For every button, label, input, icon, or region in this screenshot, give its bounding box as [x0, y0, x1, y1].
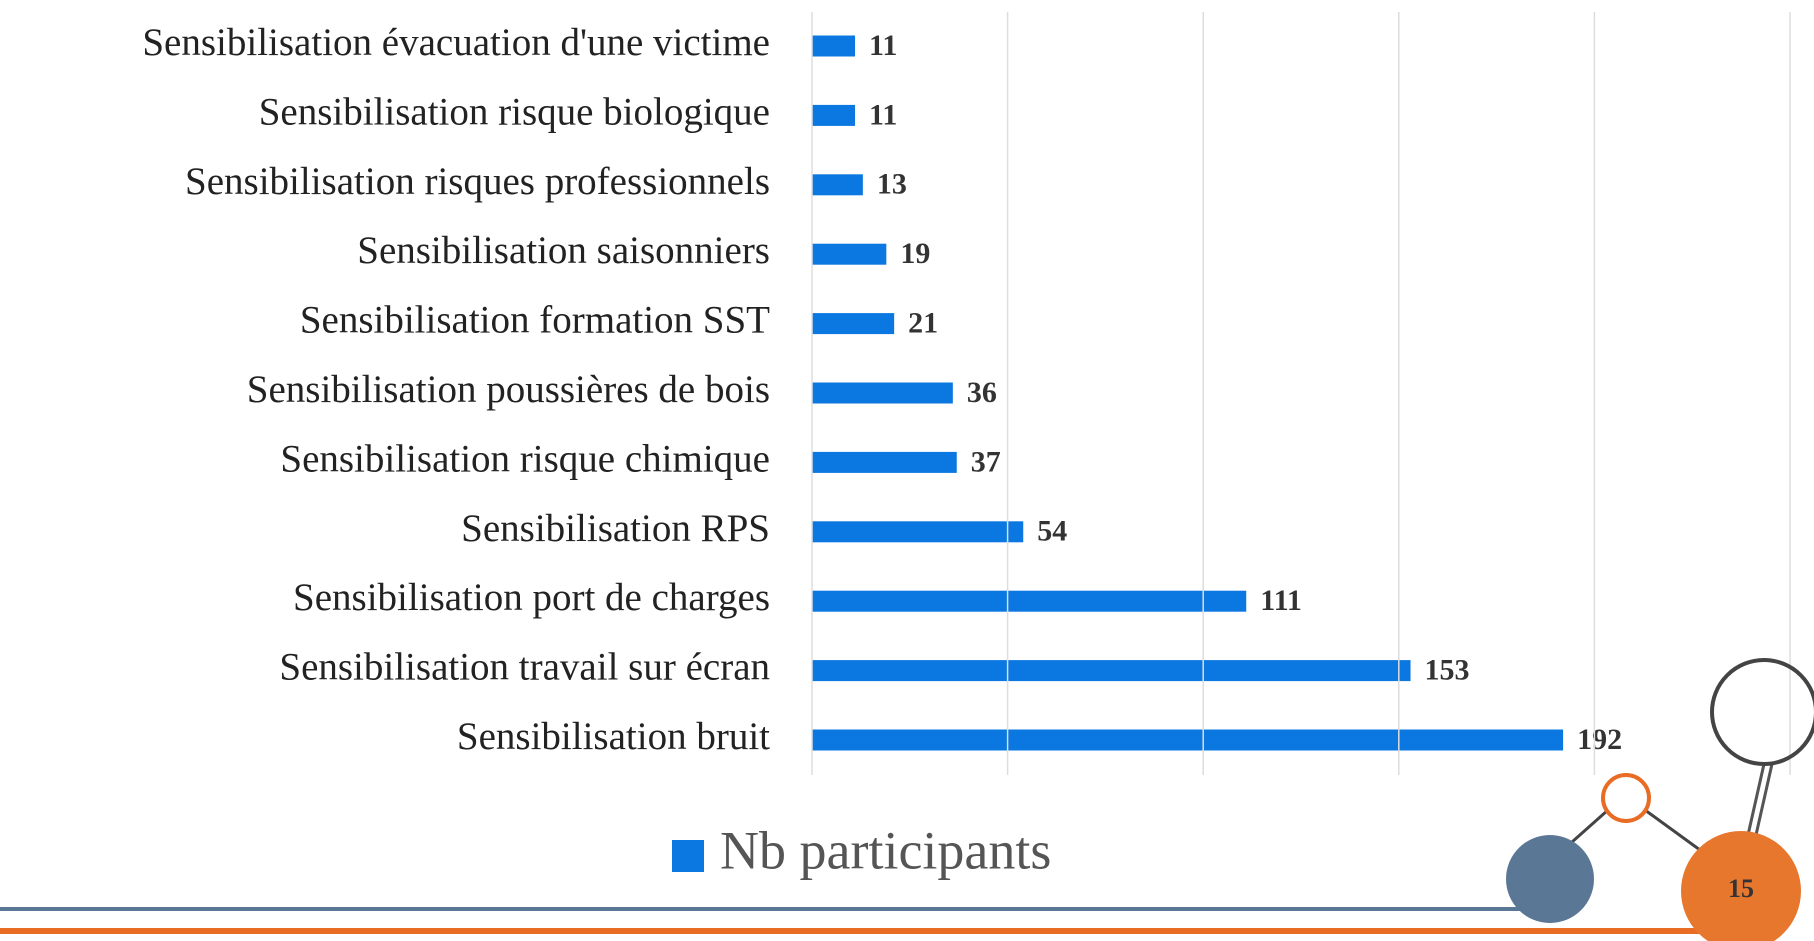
connector — [1746, 763, 1766, 836]
category-label: Sensibilisation saisonniers — [357, 229, 770, 272]
category-label: Sensibilisation port de charges — [293, 576, 770, 619]
bar — [812, 660, 1411, 682]
deco-circle — [1710, 658, 1814, 766]
slide-number: 15 — [1728, 874, 1754, 903]
bar — [812, 174, 863, 196]
value-label: 153 — [1425, 653, 1470, 686]
category-label: Sensibilisation risques professionnels — [185, 160, 770, 203]
category-label: Sensibilisation risque biologique — [259, 90, 770, 133]
category-label: Sensibilisation travail sur écran — [279, 646, 770, 689]
bar — [812, 382, 953, 404]
bar — [812, 313, 895, 335]
value-label: 111 — [1260, 584, 1302, 617]
category-label: Sensibilisation formation SST — [300, 299, 770, 342]
connector — [1571, 808, 1609, 844]
category-label: Sensibilisation RPS — [461, 507, 770, 550]
connector — [1754, 763, 1774, 836]
bar — [812, 243, 887, 265]
value-label: 11 — [869, 29, 897, 62]
category-label: Sensibilisation bruit — [457, 715, 770, 758]
category-label: Sensibilisation risque chimique — [280, 437, 770, 480]
category-label: Sensibilisation évacuation d'une victime — [142, 21, 770, 64]
bar — [812, 104, 856, 126]
value-label: 11 — [869, 98, 897, 131]
bar — [812, 521, 1024, 543]
deco-circle — [1601, 773, 1651, 823]
value-label: 19 — [900, 237, 930, 270]
value-label: 54 — [1037, 515, 1067, 548]
deco-circle — [1681, 831, 1801, 941]
legend-label: Nb participants — [720, 820, 1051, 880]
legend-swatch — [672, 840, 704, 872]
category-label: Sensibilisation poussières de bois — [247, 368, 770, 411]
value-label: 192 — [1577, 723, 1622, 756]
value-label: 21 — [908, 306, 938, 339]
deco-circle — [1506, 835, 1594, 923]
bar — [812, 451, 957, 473]
value-label: 36 — [967, 376, 997, 409]
bar — [812, 729, 1564, 751]
bar — [812, 590, 1247, 612]
bar — [812, 35, 856, 57]
value-label: 13 — [877, 168, 907, 201]
value-label: 37 — [971, 445, 1001, 478]
connector — [1644, 808, 1701, 852]
